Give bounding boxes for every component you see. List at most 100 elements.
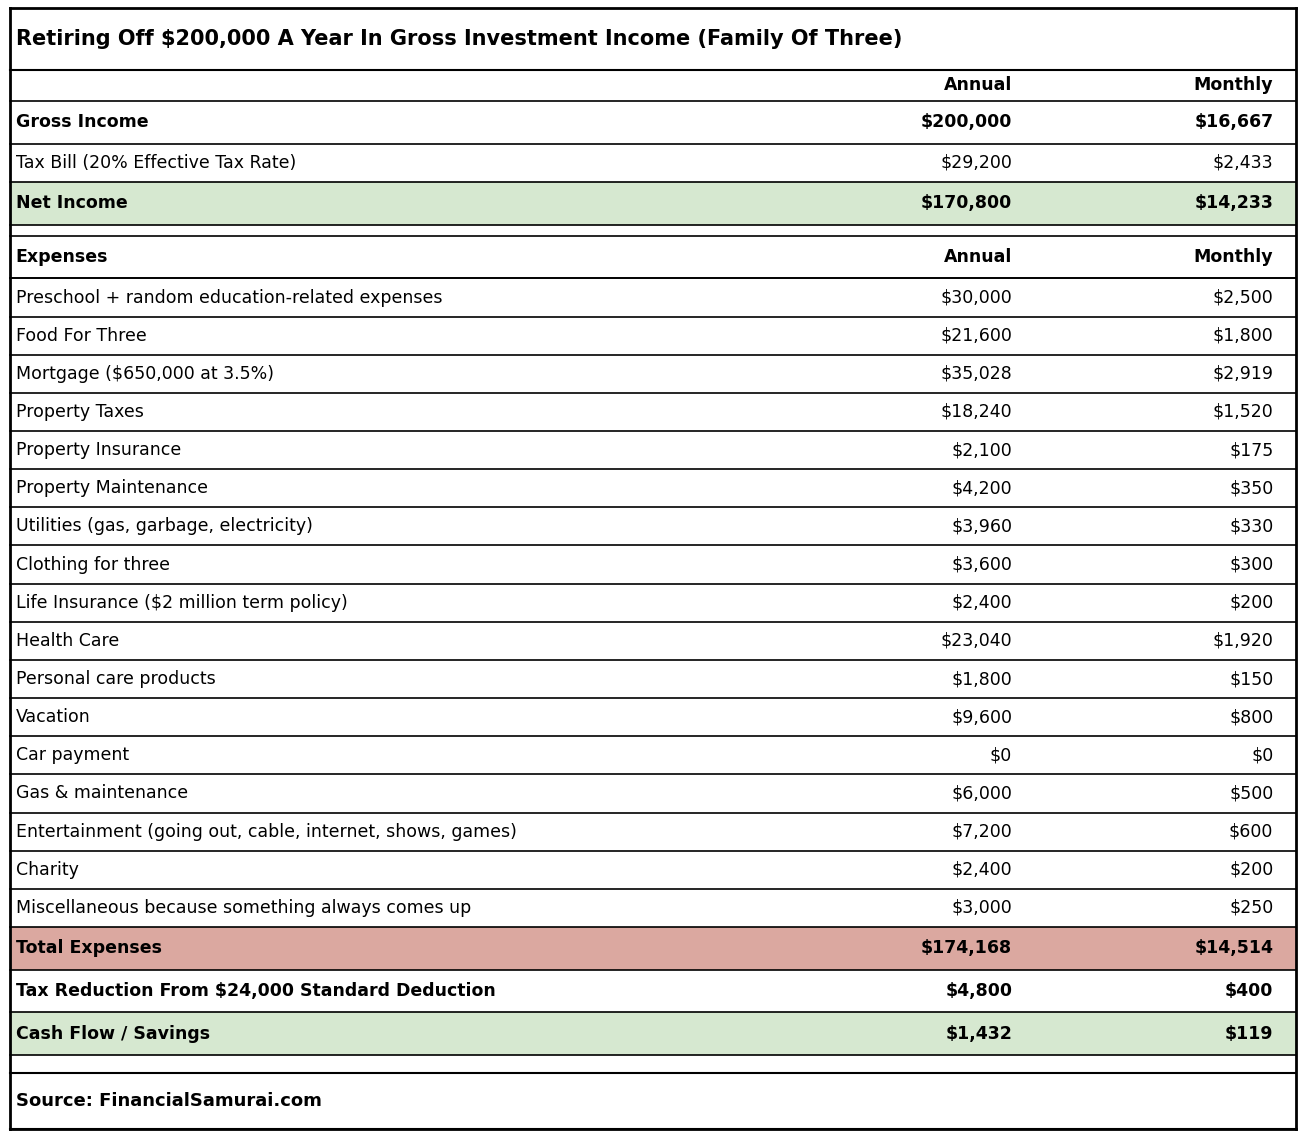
Text: $16,667: $16,667 (1194, 114, 1273, 132)
Text: Health Care: Health Care (16, 632, 119, 650)
Text: Clothing for three: Clothing for three (16, 556, 170, 573)
Bar (10, 583, 1296, 622)
Bar (10, 143, 1296, 182)
Text: $170,800: $170,800 (921, 194, 1012, 213)
Text: $9,600: $9,600 (951, 708, 1012, 727)
Text: Source: FinancialSamurai.com: Source: FinancialSamurai.com (16, 1092, 321, 1110)
Text: Cash Flow / Savings: Cash Flow / Savings (16, 1024, 210, 1043)
Text: $600: $600 (1229, 823, 1273, 840)
Text: $18,240: $18,240 (940, 402, 1012, 421)
Text: $3,000: $3,000 (951, 899, 1012, 916)
Text: $2,500: $2,500 (1212, 289, 1273, 307)
Bar (10, 393, 1296, 431)
Text: Monthly: Monthly (1194, 76, 1273, 94)
Text: $150: $150 (1229, 670, 1273, 688)
Text: $2,400: $2,400 (952, 861, 1012, 879)
Text: Annual: Annual (944, 76, 1012, 94)
Bar (10, 235, 1296, 279)
Bar (10, 622, 1296, 659)
Text: $14,514: $14,514 (1195, 939, 1273, 957)
Text: $500: $500 (1229, 785, 1273, 803)
Text: $7,200: $7,200 (951, 823, 1012, 840)
Text: $1,432: $1,432 (946, 1024, 1012, 1043)
Text: $1,800: $1,800 (951, 670, 1012, 688)
Text: Total Expenses: Total Expenses (16, 939, 162, 957)
Text: Gross Income: Gross Income (16, 114, 149, 132)
Bar (10, 1073, 1296, 1129)
Text: $300: $300 (1229, 556, 1273, 573)
Bar (10, 737, 1296, 774)
Text: $0: $0 (1251, 746, 1273, 764)
Bar (10, 316, 1296, 355)
Text: Retiring Off $200,000 A Year In Gross Investment Income (Family Of Three): Retiring Off $200,000 A Year In Gross In… (16, 28, 902, 49)
Text: Property Insurance: Property Insurance (16, 441, 182, 459)
Bar (10, 279, 1296, 316)
Text: Charity: Charity (16, 861, 78, 879)
Bar (10, 970, 1296, 1012)
Bar (10, 182, 1296, 225)
Text: Food For Three: Food For Three (16, 326, 146, 345)
Text: Personal care products: Personal care products (16, 670, 215, 688)
Text: $4,200: $4,200 (952, 480, 1012, 497)
Text: $35,028: $35,028 (940, 365, 1012, 383)
Text: Tax Bill (20% Effective Tax Rate): Tax Bill (20% Effective Tax Rate) (16, 153, 296, 172)
Text: $29,200: $29,200 (940, 153, 1012, 172)
Text: $2,919: $2,919 (1212, 365, 1273, 383)
Text: $1,800: $1,800 (1212, 326, 1273, 345)
Bar (10, 889, 1296, 927)
Text: Mortgage ($650,000 at 3.5%): Mortgage ($650,000 at 3.5%) (16, 365, 274, 383)
Text: Net Income: Net Income (16, 194, 128, 213)
Text: $1,920: $1,920 (1212, 632, 1273, 650)
Text: $3,600: $3,600 (951, 556, 1012, 573)
Text: $3,960: $3,960 (951, 517, 1012, 536)
Text: $0: $0 (990, 746, 1012, 764)
Text: $1,520: $1,520 (1212, 402, 1273, 421)
Bar (10, 927, 1296, 970)
Text: Property Taxes: Property Taxes (16, 402, 144, 421)
Text: $350: $350 (1229, 480, 1273, 497)
Bar (10, 355, 1296, 393)
Text: $2,433: $2,433 (1213, 153, 1273, 172)
Bar (10, 431, 1296, 470)
Text: Life Insurance ($2 million term policy): Life Insurance ($2 million term policy) (16, 594, 347, 612)
Text: $6,000: $6,000 (951, 785, 1012, 803)
Text: Entertainment (going out, cable, internet, shows, games): Entertainment (going out, cable, interne… (16, 823, 517, 840)
Bar (10, 69, 1296, 101)
Text: Annual: Annual (944, 248, 1012, 266)
Text: Miscellaneous because something always comes up: Miscellaneous because something always c… (16, 899, 471, 916)
Text: $250: $250 (1229, 899, 1273, 916)
Text: $200: $200 (1229, 594, 1273, 612)
Text: $119: $119 (1225, 1024, 1273, 1043)
Text: $23,040: $23,040 (940, 632, 1012, 650)
Bar (10, 101, 1296, 143)
Text: $174,168: $174,168 (921, 939, 1012, 957)
Text: Car payment: Car payment (16, 746, 129, 764)
Bar (10, 1012, 1296, 1055)
Bar (10, 546, 1296, 583)
Text: $14,233: $14,233 (1195, 194, 1273, 213)
Text: Vacation: Vacation (16, 708, 90, 727)
Bar (10, 507, 1296, 546)
Text: $30,000: $30,000 (940, 289, 1012, 307)
Bar (10, 774, 1296, 813)
Bar (10, 8, 1296, 69)
Text: $200,000: $200,000 (921, 114, 1012, 132)
Bar (10, 850, 1296, 889)
Text: Gas & maintenance: Gas & maintenance (16, 785, 188, 803)
Text: $800: $800 (1229, 708, 1273, 727)
Text: $400: $400 (1225, 982, 1273, 999)
Text: $200: $200 (1229, 861, 1273, 879)
Text: $175: $175 (1229, 441, 1273, 459)
Bar (10, 470, 1296, 507)
Text: $2,400: $2,400 (952, 594, 1012, 612)
Text: Tax Reduction From $24,000 Standard Deduction: Tax Reduction From $24,000 Standard Dedu… (16, 982, 495, 999)
Bar (10, 813, 1296, 850)
Text: Preschool + random education-related expenses: Preschool + random education-related exp… (16, 289, 443, 307)
Text: Property Maintenance: Property Maintenance (16, 480, 208, 497)
Text: $330: $330 (1229, 517, 1273, 536)
Text: $21,600: $21,600 (940, 326, 1012, 345)
Text: $4,800: $4,800 (946, 982, 1012, 999)
Text: Expenses: Expenses (16, 248, 108, 266)
Text: $2,100: $2,100 (951, 441, 1012, 459)
Bar (10, 698, 1296, 737)
